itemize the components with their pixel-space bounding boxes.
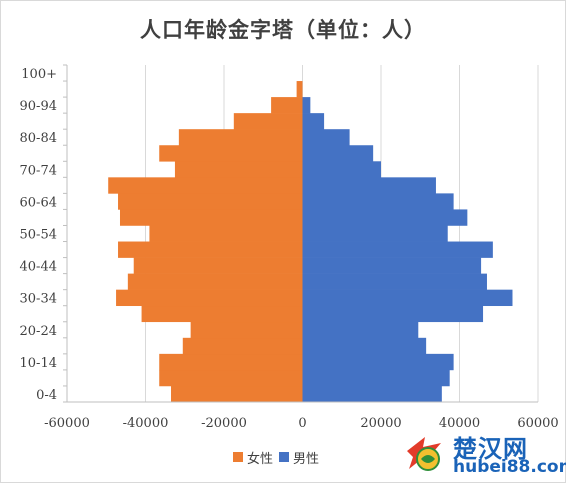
legend-swatch-male [279,452,290,462]
y-tick-label: 50-54 [20,228,57,243]
y-tick-label: 90-94 [20,99,57,114]
y-tick-label: 80-84 [20,131,57,146]
x-tick-label: 40000 [439,416,480,431]
bar-female [116,289,303,307]
bar-male [302,273,487,290]
bar-male [302,289,513,307]
bar-female [271,97,303,114]
bar-female [133,257,303,274]
watermark-site-name: 楚汉网 [453,435,528,463]
bar-female [118,193,303,210]
watermark-logo: 楚汉网 hubei88.com [401,429,566,479]
bar-male [302,161,381,178]
legend-label-female: 女性 [247,451,274,467]
bar-male [302,113,325,130]
y-tick-label: 100+ [21,67,57,82]
y-tick-label: 60-64 [20,195,57,210]
bar-male [302,145,374,162]
bar-female [159,353,303,371]
bar-male [302,369,450,387]
bar-female [108,177,303,194]
bar-male [302,241,493,258]
bar-female [118,241,303,258]
y-tick-label: 40-44 [20,260,57,275]
legend: 女性 男性 [233,448,319,467]
bar-female [127,273,303,290]
bar-male [302,305,484,323]
chart-title: 人口年龄金字塔（单位：人） [140,17,426,42]
x-tick-label: 20000 [360,416,401,431]
logo-emblem-icon [407,437,441,471]
bar-female [296,81,303,98]
legend-item-female: 女性 [233,448,273,467]
bar-male [302,225,448,242]
x-tick-label: -40000 [123,416,169,431]
bar-male [302,337,427,355]
bar-female [174,161,303,178]
y-tick-label: 10-14 [20,356,57,371]
bar-female [171,385,303,403]
bar-female [119,209,303,226]
bar-female [233,113,303,130]
bar-male [302,385,442,403]
bar-female [190,321,303,339]
bar-male [302,97,311,114]
bar-female [159,145,303,162]
legend-swatch-female [233,452,243,462]
bar-male [302,257,482,274]
bar-female [182,337,303,355]
y-tick-label: 20-24 [20,324,57,339]
bar-female [149,225,303,242]
bar-male [302,209,468,226]
legend-item-male: 男性 [279,448,319,467]
x-tick-label: -60000 [44,416,90,431]
legend-label-male: 男性 [293,451,320,467]
y-tick-label: 0-4 [36,388,57,403]
bar-male [302,321,419,339]
bar-female [159,369,303,387]
x-tick-label: -20000 [201,416,247,431]
bar-male [302,353,454,371]
watermark-url: hubei88.com [453,457,566,477]
x-tick-label: 60000 [517,416,558,431]
x-tick-label: 0 [298,416,306,431]
bar-female [178,129,303,146]
bar-male [302,129,350,146]
bar-female [141,305,303,323]
y-tick-label: 30-34 [20,292,57,307]
y-tick-label: 70-74 [20,163,57,178]
bar-male [302,193,454,210]
bar-male [302,177,436,194]
